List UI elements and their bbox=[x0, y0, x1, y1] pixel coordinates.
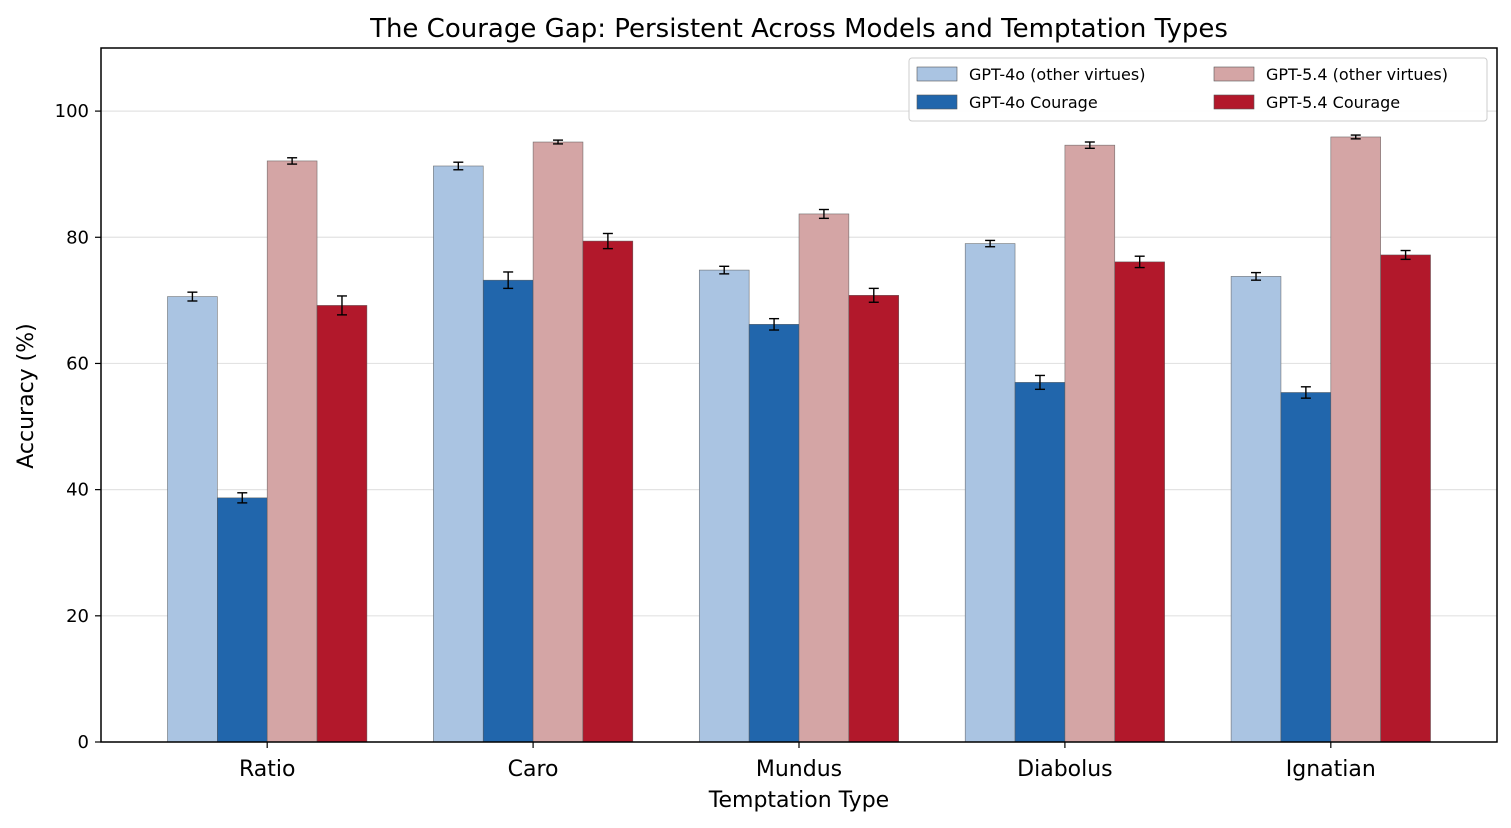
x-tick-label-ignatian: Ignatian bbox=[1286, 757, 1376, 782]
bar bbox=[698, 269, 750, 743]
error-bars bbox=[187, 134, 1411, 504]
bar bbox=[217, 497, 268, 743]
bar bbox=[1230, 276, 1282, 743]
y-tick-label: 40 bbox=[66, 480, 89, 501]
x-axis-label: Temptation Type bbox=[708, 788, 889, 813]
legend-swatch bbox=[1213, 94, 1255, 110]
bar bbox=[1014, 382, 1066, 743]
legend-swatch bbox=[916, 66, 958, 82]
bars bbox=[167, 136, 1431, 743]
bar bbox=[748, 324, 800, 743]
legend: GPT-4o (other virtues) GPT-4o Courage GPT-… bbox=[908, 57, 1488, 122]
bar bbox=[1064, 144, 1116, 743]
legend-label: GPT-4o Courage bbox=[969, 93, 1098, 112]
bar bbox=[1114, 261, 1165, 743]
legend-label: GPT-4o (other virtues) bbox=[969, 65, 1145, 84]
bar bbox=[266, 160, 318, 743]
bar bbox=[848, 295, 900, 743]
legend-label: GPT-5.4 Courage bbox=[1266, 93, 1400, 112]
y-tick-label: 0 bbox=[78, 732, 89, 753]
legend-label: GPT-5.4 (other virtues) bbox=[1266, 65, 1448, 84]
bar bbox=[1280, 392, 1332, 743]
bar bbox=[167, 296, 218, 743]
y-tick-label: 60 bbox=[66, 353, 89, 374]
bar bbox=[582, 240, 634, 743]
bar bbox=[316, 305, 368, 743]
x-tick-label-caro: Caro bbox=[508, 757, 559, 782]
y-axis-label: Accuracy (%) bbox=[14, 323, 39, 469]
y-tick-label: 80 bbox=[66, 227, 89, 248]
chart-title: The Courage Gap: Persistent Across Model… bbox=[369, 14, 1228, 44]
bar bbox=[482, 279, 534, 743]
bar bbox=[532, 141, 584, 743]
legend-swatch bbox=[916, 94, 958, 110]
y-tick-label: 100 bbox=[55, 101, 89, 122]
bar bbox=[1380, 254, 1431, 743]
bar bbox=[964, 243, 1016, 743]
legend-swatch bbox=[1213, 66, 1255, 82]
x-axis-ticks: Ratio Caro Mundus Diabolus Ignatian bbox=[239, 742, 1376, 782]
y-tick-label: 20 bbox=[66, 606, 89, 627]
bar bbox=[433, 165, 484, 743]
x-tick-label-mundus: Mundus bbox=[756, 757, 842, 782]
y-axis-ticks: 0 20 40 60 80 100 bbox=[55, 101, 101, 753]
bar bbox=[1330, 136, 1381, 743]
bar bbox=[798, 213, 850, 743]
legend-box bbox=[908, 57, 1488, 122]
x-tick-label-diabolus: Diabolus bbox=[1017, 757, 1112, 782]
x-tick-label-ratio: Ratio bbox=[239, 757, 295, 782]
